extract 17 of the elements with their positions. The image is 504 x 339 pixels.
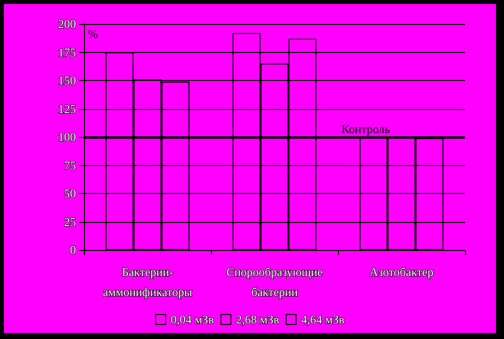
y-tick-label: 200 <box>58 17 76 31</box>
legend-label: 4,64 мЗв <box>301 312 345 326</box>
y-axis-title: % <box>88 27 98 41</box>
y-tick-label: 0 <box>70 243 76 257</box>
y-tick-label: 100 <box>58 130 76 144</box>
y-tick-label: 150 <box>58 74 76 88</box>
y-tick-label: 50 <box>64 186 76 200</box>
legend-label: 2,68 мЗв <box>236 312 280 326</box>
legend-label: 0,04 мЗв <box>170 312 214 326</box>
y-tick-label: 125 <box>58 102 76 116</box>
y-tick-label: 25 <box>64 214 76 229</box>
x-tick-label: Бактерии-аммонификаторы <box>102 265 192 299</box>
y-tick-label: 175 <box>58 45 76 60</box>
x-tick-label: Спорообразующие бактерии <box>226 265 323 299</box>
x-tick-label: Азотобактер <box>370 265 434 279</box>
ref-line-label: Контроль <box>341 122 391 136</box>
y-tick-label: 75 <box>64 158 76 172</box>
